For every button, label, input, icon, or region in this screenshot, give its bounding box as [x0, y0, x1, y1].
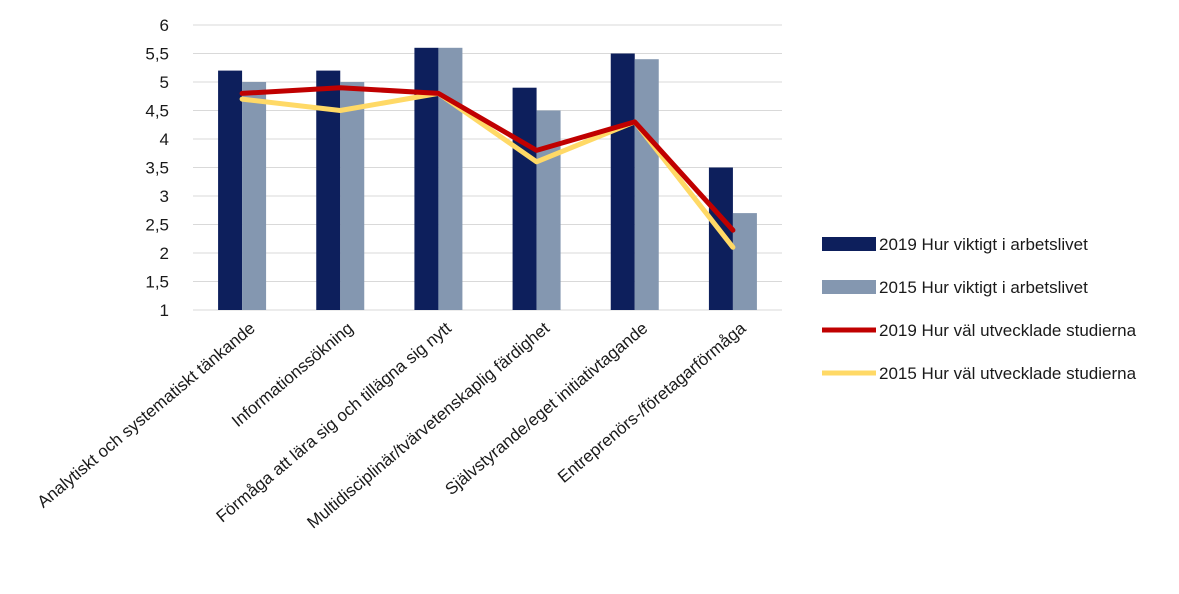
line-series: [239, 85, 736, 250]
bar-2019-4: [610, 53, 635, 310]
y-tick-label: 5: [160, 73, 169, 92]
legend-swatch: [822, 280, 876, 294]
y-tick-label: 2: [160, 244, 169, 263]
bar-2019-3: [512, 87, 537, 310]
legend-label: 2019 Hur väl utvecklade studierna: [879, 321, 1137, 340]
y-tick-label: 2,5: [145, 216, 169, 235]
bar-2015-3: [536, 110, 561, 310]
gridlines: [193, 24, 782, 311]
bar-2015-0: [242, 82, 267, 310]
bar-series: [218, 47, 757, 311]
y-tick-label: 3,5: [145, 159, 169, 178]
category-labels: Analytiskt och systematiskt tänkandeInfo…: [34, 318, 750, 532]
category-label: Entreprenörs-/företagarförmåga: [554, 318, 750, 487]
legend-label: 2015 Hur viktigt i arbetslivet: [879, 278, 1088, 297]
y-tick-label: 4: [160, 130, 169, 149]
category-label: Analytiskt och systematiskt tänkande: [34, 319, 259, 512]
legend: 2019 Hur viktigt i arbetslivet 2015 Hur v…: [822, 235, 1137, 383]
y-tick-label: 5,5: [145, 45, 169, 64]
bar-2019-0: [218, 70, 243, 310]
category-label: Självstyrande/eget initiativtagande: [441, 319, 651, 499]
bar-2015-5: [732, 213, 757, 310]
y-tick-label: 1,5: [145, 273, 169, 292]
bar-2015-1: [340, 82, 365, 310]
y-tick-label: 1: [160, 301, 169, 320]
bar-2019-2: [414, 47, 439, 311]
legend-swatch: [822, 237, 876, 251]
y-tick-label: 3: [160, 187, 169, 206]
y-tick-label: 6: [160, 16, 169, 35]
bar-2015-2: [438, 47, 463, 311]
bar-2015-4: [634, 59, 659, 311]
line-2019: [239, 85, 736, 233]
y-tick-label: 4,5: [145, 102, 169, 121]
legend-label: 2015 Hur väl utvecklade studierna: [879, 364, 1137, 383]
legend-label: 2019 Hur viktigt i arbetslivet: [879, 235, 1088, 254]
y-axis-tick-labels: 1 1,5 2 2,5 3 3,5 4 4,5 5 5,5 6: [145, 16, 169, 320]
